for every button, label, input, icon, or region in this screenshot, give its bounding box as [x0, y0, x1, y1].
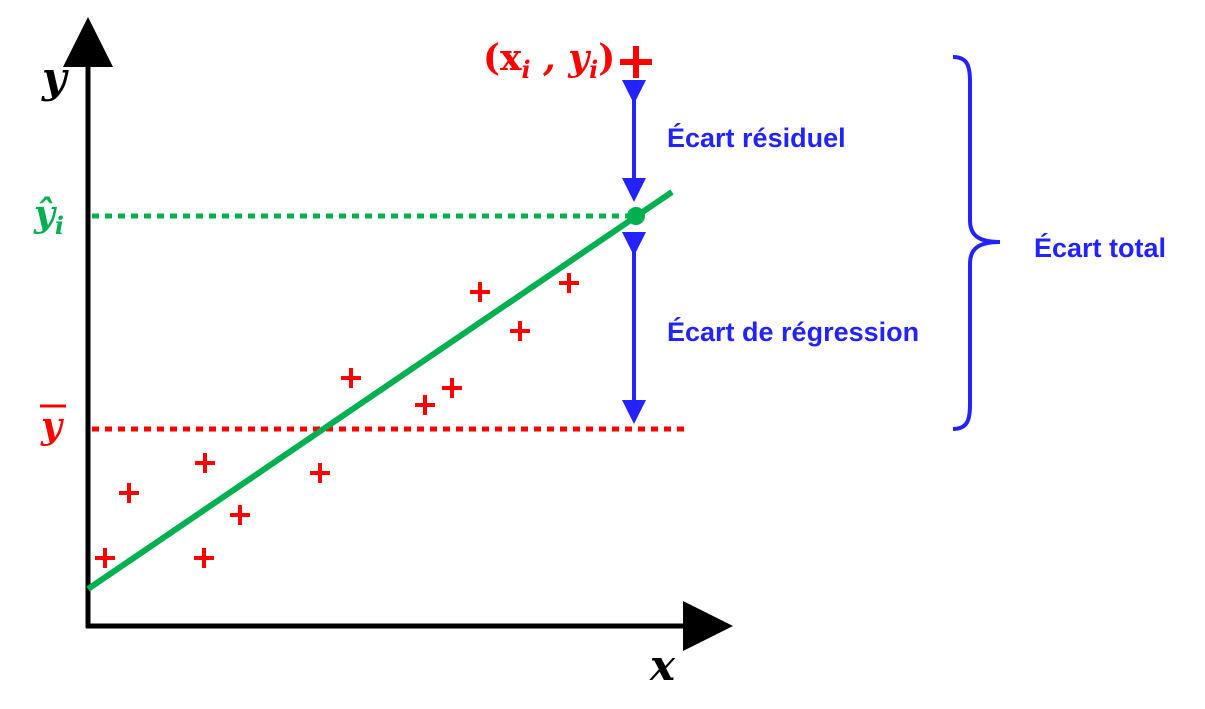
plus-icon	[230, 505, 250, 525]
regression-label: Écart de régression	[667, 316, 919, 347]
y-axis-label: y	[41, 53, 69, 102]
plus-icon	[510, 321, 530, 341]
residual-label: Écart résiduel	[667, 122, 846, 153]
fitted-value-label: ŷi	[33, 193, 64, 240]
plus-icon	[415, 395, 435, 415]
x-axis-label: x	[649, 641, 676, 690]
plus-icon	[119, 483, 139, 503]
scatter-points	[95, 273, 579, 568]
plus-icon	[310, 463, 330, 483]
mean-label: y	[40, 405, 64, 447]
observed-point-label: (xi , yi)	[483, 37, 615, 84]
total-brace	[952, 55, 1001, 431]
observed-point-plus-icon	[620, 46, 652, 78]
fitted-point-dot-icon	[627, 207, 645, 225]
plus-icon	[95, 548, 115, 568]
plus-icon	[194, 548, 214, 568]
plus-icon	[470, 282, 490, 302]
plus-icon	[442, 378, 462, 398]
plus-icon	[195, 453, 215, 473]
plus-icon	[341, 368, 361, 388]
plus-icon	[559, 273, 579, 293]
total-label: Écart total	[1034, 232, 1166, 263]
regression-line	[86, 189, 674, 592]
